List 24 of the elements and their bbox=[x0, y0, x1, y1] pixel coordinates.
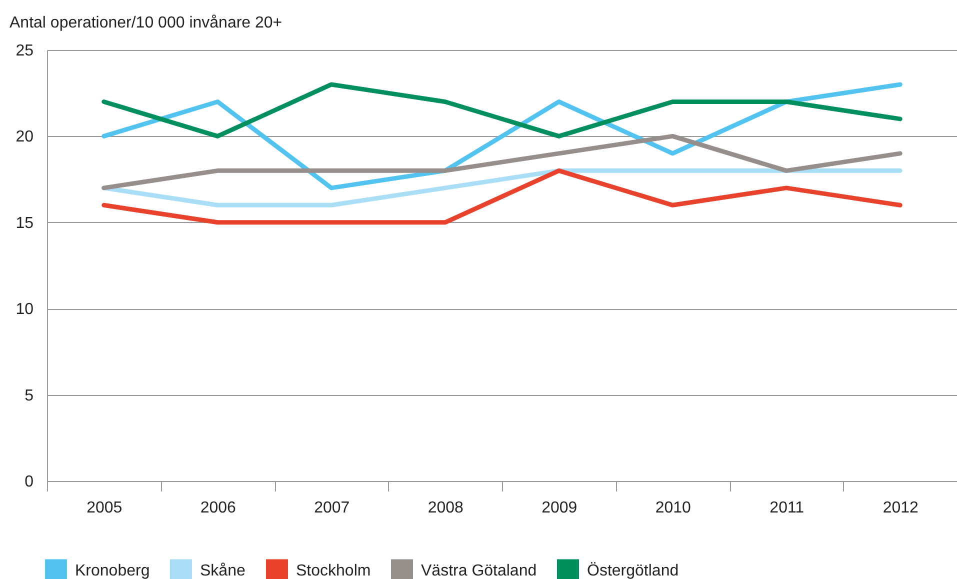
x-tick-label: 2007 bbox=[314, 500, 350, 516]
y-tick-label: 0 bbox=[24, 474, 34, 490]
x-tick-label: 2009 bbox=[542, 500, 578, 516]
legend-label: Kronoberg bbox=[75, 562, 150, 579]
y-tick-label: 15 bbox=[16, 214, 34, 232]
line-series bbox=[102, 168, 902, 225]
y-tick-label: 5 bbox=[24, 387, 34, 404]
line-series bbox=[102, 82, 902, 138]
y-tick-label: 25 bbox=[16, 42, 34, 60]
x-tick-label: 2008 bbox=[428, 500, 464, 516]
x-tick-label: 2010 bbox=[655, 500, 692, 516]
legend-label: Stockholm bbox=[296, 562, 371, 579]
legend-label: Västra Götaland bbox=[421, 562, 537, 579]
y-tick-label: 10 bbox=[16, 301, 34, 318]
line-series bbox=[102, 82, 902, 190]
legend-label: Skåne bbox=[200, 562, 246, 579]
x-tick-label: 2006 bbox=[200, 500, 236, 516]
legend-label: Östergötland bbox=[587, 561, 679, 579]
x-tick-label: 2005 bbox=[86, 500, 122, 516]
x-tick-label: 2011 bbox=[770, 500, 804, 516]
y-axis-title: Antal operationer/10 000 invånare 20+ bbox=[10, 14, 282, 32]
line-series bbox=[102, 134, 902, 190]
y-tick-label: 20 bbox=[16, 128, 34, 146]
x-tick-label: 2012 bbox=[882, 500, 919, 516]
